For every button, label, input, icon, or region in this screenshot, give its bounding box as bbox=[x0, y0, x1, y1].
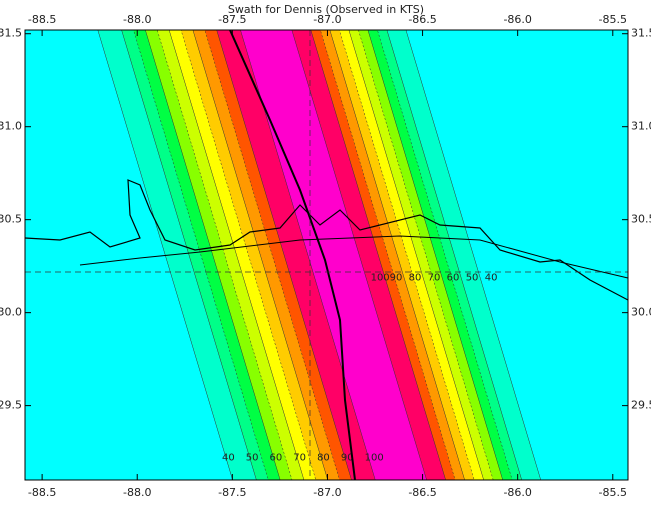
x-tick-label: -88.0 bbox=[123, 486, 151, 499]
coastline bbox=[25, 179, 628, 301]
x-tick-label: -87.0 bbox=[313, 486, 341, 499]
coastline bbox=[79, 235, 628, 279]
x-tick-label: -86.5 bbox=[408, 13, 436, 26]
contour-label: 80 bbox=[317, 453, 330, 464]
y-tick-label: 31.5 bbox=[0, 27, 22, 40]
contour-label: 60 bbox=[447, 273, 460, 284]
contour-band bbox=[240, 30, 427, 480]
contour-label: 90 bbox=[390, 273, 403, 284]
x-tick-label: -86.0 bbox=[503, 486, 531, 499]
y-tick-label: 31.0 bbox=[0, 120, 22, 133]
storm-track bbox=[229, 30, 356, 480]
frame bbox=[24, 29, 629, 481]
contour-label: 100 bbox=[365, 453, 384, 464]
x-tick-label: -85.5 bbox=[599, 486, 627, 499]
x-tick-label: -87.0 bbox=[313, 13, 341, 26]
y-tick-label: 30.5 bbox=[0, 213, 22, 226]
x-tick-label: -87.5 bbox=[218, 13, 246, 26]
x-tick-label: -86.0 bbox=[503, 13, 531, 26]
chart-title: Swath for Dennis (Observed in KTS) bbox=[228, 3, 424, 16]
x-tick-label: -88.0 bbox=[123, 13, 151, 26]
contour-label: 50 bbox=[466, 273, 479, 284]
contour-label: 50 bbox=[246, 453, 259, 464]
y-tick-label: 31.5 bbox=[631, 27, 651, 40]
contour-label: 60 bbox=[270, 453, 283, 464]
contour-label: 80 bbox=[409, 273, 422, 284]
contour-label: 40 bbox=[222, 453, 235, 464]
x-tick-label: -88.5 bbox=[28, 486, 56, 499]
x-tick-label: -86.5 bbox=[408, 486, 436, 499]
x-tick-label: -88.5 bbox=[28, 13, 56, 26]
y-tick-label: 30.0 bbox=[631, 306, 651, 319]
contour-label: 70 bbox=[293, 453, 306, 464]
x-tick-label: -87.5 bbox=[218, 486, 246, 499]
y-tick-label: 29.5 bbox=[0, 399, 22, 412]
contour-label: 70 bbox=[428, 273, 441, 284]
contour-label: 100 bbox=[371, 273, 390, 284]
y-tick-label: 31.0 bbox=[631, 120, 651, 133]
y-tick-label: 30.5 bbox=[631, 213, 651, 226]
y-tick-label: 30.0 bbox=[0, 306, 22, 319]
contour-label: 40 bbox=[485, 273, 498, 284]
contour-label: 90 bbox=[341, 453, 354, 464]
y-tick-label: 29.5 bbox=[631, 399, 651, 412]
x-tick-label: -85.5 bbox=[599, 13, 627, 26]
